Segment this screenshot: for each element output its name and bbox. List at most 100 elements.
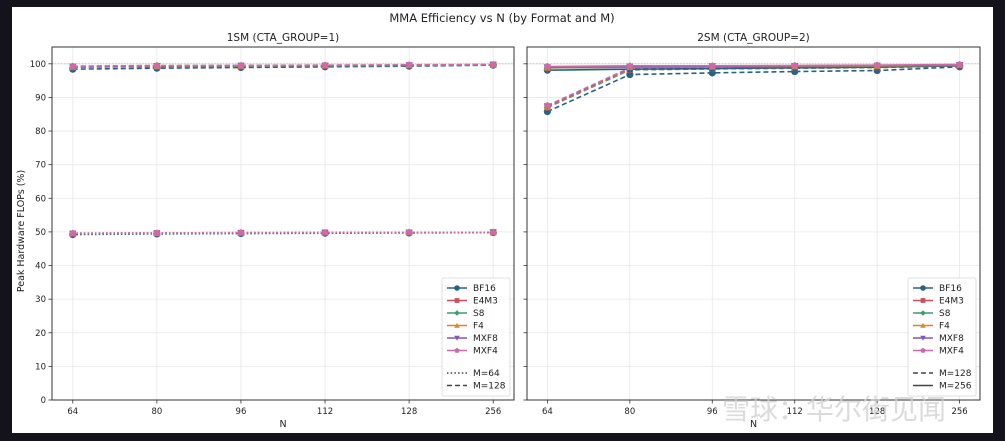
legend-item-f4: F4 (913, 322, 950, 332)
legend: BF16 E4M3 S8 F4 MXF8 MXF4 M=64 M=128 (441, 277, 511, 397)
legend-item-m64: M=64 (447, 369, 500, 379)
legend-marker (920, 322, 926, 328)
data-point (405, 61, 413, 68)
figure: MMA Efficiency vs N (by Format and M) Pe… (12, 7, 993, 433)
panel-1sm: 1SM (CTA_GROUP=1) 0 10 20 30 40 50 60 70 80 90 100 6… (30, 32, 515, 430)
data-point (543, 62, 551, 70)
data-point (626, 62, 634, 69)
data-point (69, 62, 77, 70)
series-line (547, 66, 960, 113)
data-point (873, 61, 881, 69)
x-axis-label: N (279, 419, 286, 430)
y-tick-label: 60 (35, 194, 46, 204)
series-mxf4-m256 (543, 60, 964, 70)
legend: BF16 E4M3 S8 F4 MXF8 MXF4 M=128 M=256 (907, 277, 977, 397)
x-tick-label: 128 (401, 407, 417, 417)
legend-item-mxf4: MXF4 (447, 347, 498, 357)
legend-label: E4M3 (939, 297, 964, 307)
legend-marker (920, 335, 926, 341)
x-tick-label: 80 (151, 407, 162, 417)
data-point (153, 229, 161, 236)
x-tick-label: 80 (624, 407, 635, 417)
legend-item-f4: F4 (447, 322, 484, 332)
panel-title: 1SM (CTA_GROUP=1) (227, 32, 340, 44)
chart-svg: MMA Efficiency vs N (by Format and M) Pe… (16, 11, 981, 430)
legend-marker (454, 298, 460, 303)
y-tick-label: 70 (35, 161, 46, 171)
legend-label: M=64 (473, 369, 500, 379)
x-axis-label: N (750, 419, 757, 430)
series-bf16-m128 (543, 63, 964, 116)
legend-item-m128: M=128 (913, 369, 972, 379)
legend-marker (454, 335, 460, 341)
legend-marker (920, 285, 926, 291)
legend-item-e4m3: E4M3 (447, 297, 498, 307)
legend-label: MXF4 (473, 347, 498, 357)
series-mxf4-m64 (69, 228, 497, 237)
legend-label: MXF8 (473, 334, 498, 344)
series-mxf4-m128 (69, 60, 497, 70)
x-tick-label: 256 (951, 407, 967, 417)
panel-2sm: 2SM (CTA_GROUP=2) 64 80 96 112 128 256 N BF16 E4M… (523, 32, 981, 430)
data-point (237, 61, 245, 69)
legend-item-e4m3: E4M3 (913, 297, 964, 307)
legend-label: E4M3 (473, 297, 498, 307)
legend-item-bf16: BF16 (913, 284, 962, 294)
x-tick-label: 256 (485, 407, 501, 417)
legend-label: F4 (939, 322, 950, 332)
panel-title: 2SM (CTA_GROUP=2) (697, 32, 810, 44)
watermark: 雪球：华尔街见闻 (722, 393, 946, 426)
y-tick-label: 10 (35, 362, 46, 372)
legend-label: MXF8 (939, 334, 964, 344)
legend-label: BF16 (473, 284, 496, 294)
data-point (405, 228, 413, 236)
legend-label: S8 (939, 309, 951, 319)
legend-item-m256: M=256 (913, 382, 972, 392)
legend-marker (920, 347, 926, 353)
x-tick-label: 64 (542, 407, 553, 417)
data-point (237, 228, 245, 236)
data-point (489, 228, 497, 236)
series-line (547, 65, 960, 71)
legend-box (441, 277, 511, 397)
series-line (72, 63, 494, 67)
data-point (543, 101, 551, 109)
data-point (153, 61, 161, 69)
data-point (956, 60, 964, 68)
legend-item-mxf4: MXF4 (913, 347, 964, 357)
axes-frame (526, 46, 981, 401)
legend-label: BF16 (939, 284, 962, 294)
data-point (708, 62, 716, 69)
series-line (72, 64, 494, 70)
x-tick-label: 112 (787, 407, 803, 417)
axes-frame (51, 46, 515, 401)
y-axis-label: Peak Hardware FLOPs (%) (16, 170, 27, 292)
legend-item-s8: S8 (913, 309, 951, 319)
legend-item-m128: M=128 (447, 382, 506, 392)
y-tick-label: 0 (41, 396, 46, 406)
chart-title: MMA Efficiency vs N (by Format and M) (389, 11, 614, 25)
legend-box (907, 277, 977, 397)
y-tick-label: 80 (35, 127, 46, 137)
series-line (547, 64, 960, 107)
series-line (547, 64, 960, 108)
legend-marker (920, 310, 926, 316)
data-point (489, 60, 497, 68)
legend-item-mxf8: MXF8 (913, 334, 964, 344)
x-tick-label: 64 (67, 407, 78, 417)
legend-item-mxf8: MXF8 (447, 334, 498, 344)
series-line (547, 63, 960, 68)
y-tick-label: 20 (35, 329, 46, 339)
legend-label: M=128 (473, 382, 506, 392)
x-tick-label: 96 (236, 407, 247, 417)
legend-label: F4 (473, 322, 484, 332)
legend-item-bf16: BF16 (447, 284, 496, 294)
x-tick-label: 112 (317, 407, 333, 417)
data-point (321, 228, 329, 236)
legend-marker (454, 347, 460, 353)
legend-label: M=128 (939, 369, 972, 379)
y-tick-label: 50 (35, 228, 46, 238)
data-point (69, 229, 77, 237)
y-tick-label: 100 (30, 60, 46, 70)
x-tick-label: 96 (707, 407, 718, 417)
